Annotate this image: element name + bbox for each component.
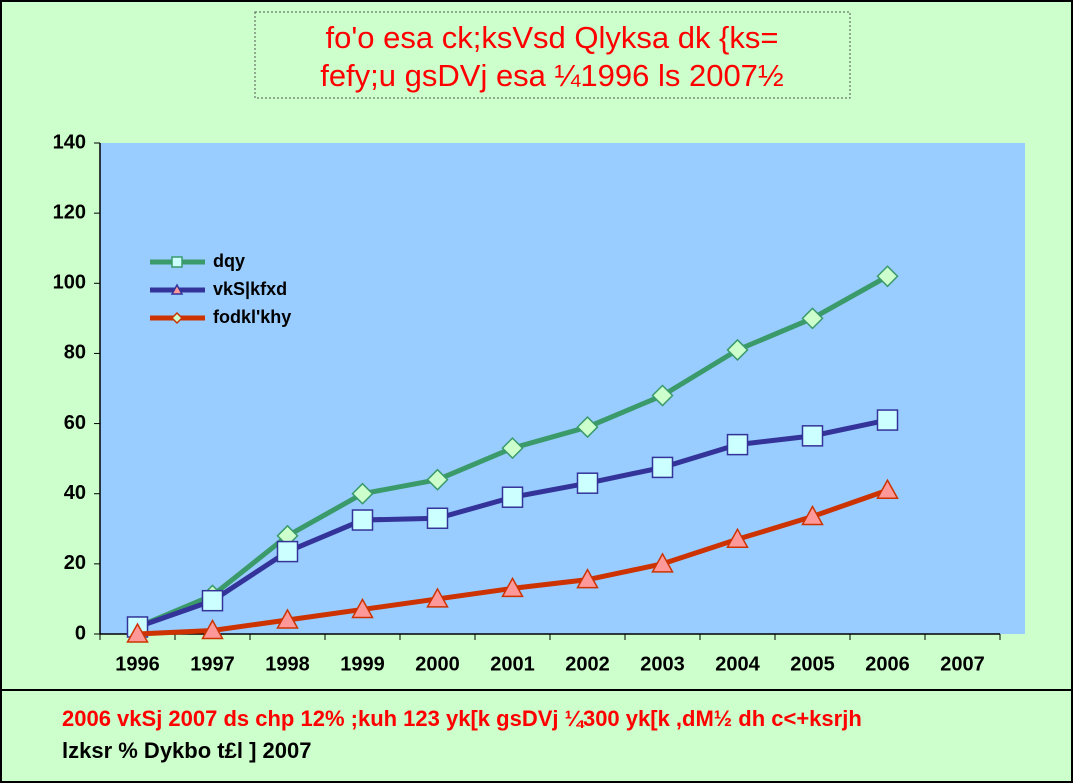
x-tick-label: 2006	[865, 653, 910, 675]
x-tick-label: 2000	[415, 653, 460, 675]
marker	[876, 409, 899, 431]
y-tick-label: 80	[64, 342, 86, 364]
marker	[576, 472, 599, 494]
marker	[501, 437, 524, 460]
y-tick-label: 40	[64, 482, 86, 504]
marker	[426, 587, 449, 608]
marker	[201, 618, 224, 640]
marker	[726, 527, 749, 549]
x-tick-label: 1997	[190, 653, 235, 675]
marker	[501, 576, 524, 598]
marker	[876, 478, 899, 499]
x-tick-label: 2005	[790, 653, 835, 675]
y-tick-label: 100	[53, 272, 86, 294]
y-tick-label: 20	[64, 552, 86, 574]
marker	[801, 307, 824, 330]
legend-label: vkS|kfxd	[213, 279, 287, 299]
marker	[801, 425, 824, 447]
marker	[201, 589, 224, 612]
marker	[651, 552, 674, 573]
marker	[171, 256, 183, 268]
marker	[126, 622, 149, 643]
marker	[351, 509, 374, 531]
y-tick-label: 120	[53, 201, 86, 223]
x-tick-label: 2002	[565, 653, 610, 675]
x-tick-label: 2007	[940, 653, 985, 675]
title-box	[254, 11, 851, 99]
marker	[426, 468, 449, 491]
chart-title: fo'o esa ck;ksVsd Qlyksa dk {ks=	[325, 20, 778, 55]
marker	[276, 608, 299, 629]
plot-area	[100, 143, 1025, 634]
marker	[726, 433, 749, 456]
marker	[651, 456, 674, 479]
marker	[426, 507, 449, 530]
x-tick-label: 2003	[640, 653, 685, 675]
marker	[876, 265, 899, 288]
y-tick-label: 140	[53, 131, 86, 153]
legend-label: fodkl'khy	[213, 307, 291, 327]
marker	[276, 540, 299, 563]
x-tick-label: 1996	[115, 653, 160, 675]
marker	[351, 482, 374, 505]
footer-text: lzksr % Dykbo t£l ] 2007	[62, 738, 311, 763]
marker	[651, 384, 674, 407]
x-tick-label: 1998	[265, 653, 310, 675]
marker	[576, 568, 599, 589]
marker	[170, 283, 184, 295]
y-tick-label: 0	[75, 622, 86, 644]
footer-text: 2006 vkSj 2007 ds chp 12% ;kuh 123 yk[k …	[62, 706, 862, 731]
marker	[351, 597, 374, 619]
legend-label: dqy	[213, 251, 245, 271]
marker	[801, 504, 824, 526]
x-tick-label: 1999	[340, 653, 385, 675]
marker	[576, 416, 599, 439]
chart-title: fefy;u gsDVj esa ¼1996 ls 2007½	[320, 58, 784, 93]
x-tick-label: 2004	[715, 653, 760, 675]
marker	[170, 311, 184, 325]
y-tick-label: 60	[64, 412, 86, 434]
marker	[726, 338, 749, 361]
x-tick-label: 2001	[490, 653, 535, 675]
marker	[501, 486, 524, 508]
